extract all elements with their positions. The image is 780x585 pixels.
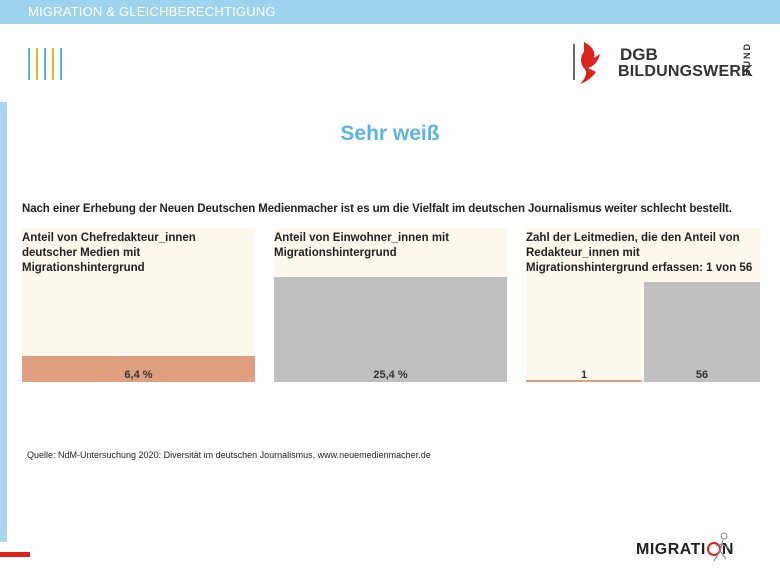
stripe-5 [60, 48, 62, 80]
stripe-2 [36, 48, 38, 80]
left-accent-bar [0, 102, 7, 542]
chart-3-bar-1 [526, 380, 642, 382]
migration-logo-text: MIGRATI N [636, 541, 734, 558]
chart-panel-3: Zahl der Leitmedien, die den Anteil von … [526, 228, 760, 382]
migration-logo: MIGRATI N [636, 532, 766, 573]
chart-3-bar-2 [644, 282, 760, 382]
red-accent-mark [0, 552, 30, 557]
chart-1-value-label: 6,4 % [124, 369, 153, 381]
logo-line2: BILDUNGSWERK [618, 63, 753, 80]
logo-line1: DGB [620, 45, 658, 64]
stripe-1 [28, 48, 30, 80]
slide-title: Sehr weiß [340, 122, 440, 145]
chart-1-title: Anteil von Chefredakteur_innen deutscher… [22, 232, 196, 274]
chart-3-title: Zahl der Leitmedien, die den Anteil von … [526, 232, 753, 274]
chart-2-bar [274, 277, 507, 382]
chart-2-value-label: 25,4 % [373, 369, 408, 381]
dgb-bildungswerk-logo: DGB BILDUNGSWERK BUND [570, 38, 755, 88]
chart-panel-2: Anteil von Einwohner_innen mit Migration… [274, 228, 507, 382]
decorative-stripes [28, 48, 68, 82]
stripe-4 [52, 48, 54, 80]
intro-text: Nach einer Erhebung der Neuen Deutschen … [22, 203, 732, 215]
header-bar: MIGRATION & GLEICHBERECHTIGUNG [0, 0, 780, 24]
dgb-bird-icon [573, 42, 600, 84]
source-text: Quelle: NdM-Untersuchung 2020: Diversitä… [27, 450, 431, 460]
header-title: MIGRATION & GLEICHBERECHTIGUNG [28, 4, 276, 19]
logo-bund: BUND [742, 42, 752, 76]
chart-2-title: Anteil von Einwohner_innen mit Migration… [274, 232, 450, 259]
chart-3-value-label-1: 1 [580, 369, 588, 381]
chart-1-bar [22, 355, 255, 382]
chart-panel-1: Anteil von Chefredakteur_innen deutscher… [22, 228, 255, 382]
stripe-3 [44, 48, 46, 80]
runner-figure-icon [713, 532, 729, 562]
chart-3-value-label-2: 56 [695, 369, 709, 381]
